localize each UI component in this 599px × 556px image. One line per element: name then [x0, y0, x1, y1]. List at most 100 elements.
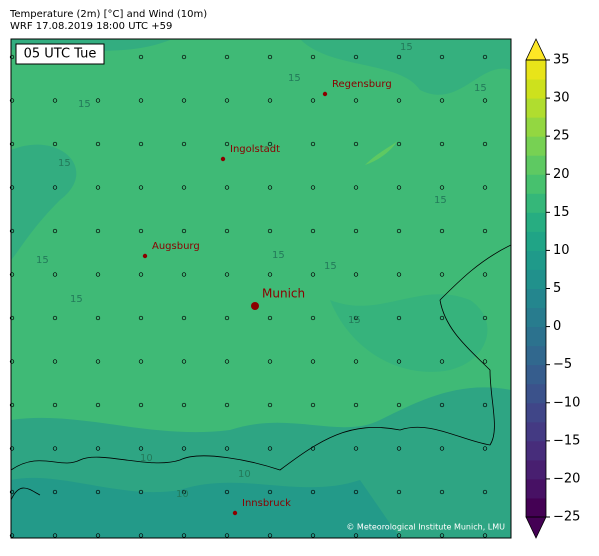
- colorbar-tick-label: 5: [553, 281, 561, 296]
- station-dot: [353, 98, 359, 103]
- station-dot: [181, 315, 187, 321]
- station-dot: [95, 315, 101, 321]
- station-dot: [224, 185, 230, 190]
- station-dot: [224, 402, 230, 408]
- station-dot: [439, 315, 445, 321]
- region: [330, 294, 488, 372]
- colorbar-tick-label: 35: [553, 53, 570, 68]
- station-dot: [52, 141, 58, 147]
- contour-label: 15: [434, 195, 447, 206]
- station-dot: [310, 402, 316, 408]
- station-dot: [52, 185, 58, 190]
- station-dot: [396, 359, 402, 364]
- station-dot: [181, 359, 187, 364]
- station-dot: [138, 359, 144, 364]
- station-dot: [181, 533, 187, 538]
- contour-label: 15: [78, 99, 91, 110]
- colorbar-band: [526, 459, 546, 480]
- colorbar-tick-label: −10: [553, 395, 580, 410]
- colorbar-tick-label: 20: [553, 167, 570, 182]
- station-dot: [439, 402, 445, 408]
- station-dot: [267, 185, 273, 190]
- colorbar-band: [526, 440, 546, 461]
- station-dot: [138, 533, 144, 538]
- border-line: [10, 244, 512, 501]
- station-dot: [353, 533, 359, 538]
- station-dot: [181, 54, 187, 60]
- colorbar-band: [526, 288, 546, 309]
- station-dot: [138, 185, 144, 190]
- colorbar-band: [526, 421, 546, 442]
- station-dot: [52, 315, 58, 321]
- copyright: © Meteorological Institute Munich, LMU: [346, 523, 505, 532]
- station-dot: [439, 228, 445, 234]
- station-dot: [95, 185, 101, 190]
- station-dot: [396, 315, 402, 321]
- city-label: Ingolstadt: [230, 144, 280, 155]
- station-dot: [267, 446, 273, 451]
- station-dot: [9, 228, 15, 234]
- station-dot: [310, 533, 316, 538]
- colorbar-band: [526, 193, 546, 213]
- colorbar-tick-label: 0: [553, 319, 561, 334]
- contour-label: 15: [272, 250, 285, 261]
- station-dot: [353, 272, 359, 277]
- station-dot: [224, 228, 230, 234]
- station-dot: [138, 228, 144, 234]
- station-dot: [396, 533, 402, 538]
- contour-label: 15: [474, 83, 487, 94]
- contour-label: 15: [70, 294, 83, 305]
- time-box: [15, 43, 105, 65]
- station-dot: [9, 489, 15, 495]
- station-dot: [181, 446, 187, 451]
- colorbar-tick-label: −20: [553, 471, 580, 486]
- station-dot: [267, 141, 273, 147]
- contour-label: 15: [58, 158, 71, 169]
- station-dot: [138, 446, 144, 451]
- colorbar-band: [526, 497, 546, 518]
- station-dot: [267, 54, 273, 60]
- map: 05 UTC Tue © Meteorological Institute Mu…: [9, 38, 512, 539]
- colorbar-band: [526, 383, 546, 404]
- station-dot: [310, 54, 316, 60]
- colorbar-band: [526, 117, 546, 137]
- title-line: WRF 17.08.2019 18:00 UTC +59: [10, 21, 172, 32]
- station-dot: [310, 315, 316, 321]
- station-dot: [181, 489, 187, 495]
- station-dot: [310, 359, 316, 364]
- station-dot: [353, 141, 359, 147]
- colorbar-band: [526, 402, 546, 423]
- station-dot: [52, 489, 58, 495]
- colorbar-band: [526, 345, 546, 366]
- station-dot: [482, 402, 488, 408]
- station-dot: [482, 54, 488, 60]
- title-line: Temperature (2m) [°C] and Wind (10m): [9, 9, 207, 20]
- station-dot: [353, 359, 359, 364]
- colorbar-band: [526, 478, 546, 499]
- station-dot: [224, 315, 230, 321]
- station-dot: [95, 446, 101, 451]
- station-dot: [95, 228, 101, 234]
- station-dot: [310, 489, 316, 495]
- station-dot: [9, 446, 15, 451]
- station-dot: [482, 98, 488, 103]
- colorbar-tick-label: −5: [553, 357, 572, 372]
- station-dot: [181, 272, 187, 277]
- region: [300, 39, 511, 95]
- station-dot: [52, 402, 58, 408]
- station-dot: [353, 446, 359, 451]
- station-dot: [224, 98, 230, 103]
- station-dot: [138, 98, 144, 103]
- city-marker: [251, 302, 259, 310]
- city-marker: [322, 91, 328, 97]
- station-dot: [224, 446, 230, 451]
- station-dot: [310, 185, 316, 190]
- city-marker: [232, 510, 238, 516]
- station-dot: [9, 533, 15, 538]
- station-dot: [396, 54, 402, 60]
- station-dot: [224, 54, 230, 60]
- colorbar-band: [526, 231, 546, 251]
- colorbar-tick-label: 15: [553, 205, 570, 220]
- station-dot: [482, 315, 488, 321]
- station-dot: [353, 315, 359, 321]
